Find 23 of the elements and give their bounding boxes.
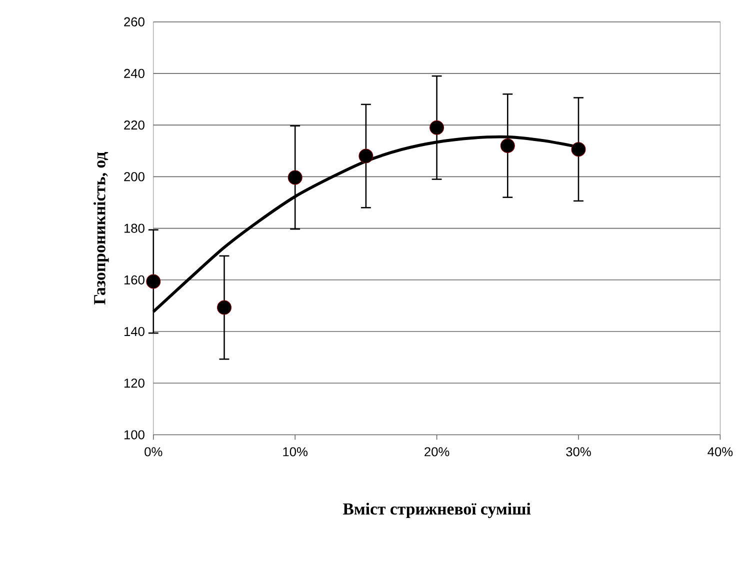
x-tick-label: 20% [424,447,450,456]
x-tick-label: 30% [566,447,591,456]
point [358,148,374,164]
y-tick-label: 200 [124,172,144,182]
y-tick-label: 160 [124,275,144,285]
x-tick-label: 10% [283,447,308,456]
x-tick-label: 40% [708,447,733,456]
y-tick-label: 100 [124,430,144,440]
point [288,170,302,185]
y-axis-title: Газопроникність, од [94,152,109,305]
point [500,138,515,154]
y-tick-label: 180 [124,224,144,233]
point [430,120,444,135]
point [571,142,586,157]
y-tick-label: 260 [124,17,144,26]
x-axis-title: Вміст стрижневої суміші [342,502,531,518]
y-tick-label: 220 [124,120,144,130]
y-tick-label: 120 [124,378,144,388]
x-tick-label: 0% [144,447,162,456]
point [217,300,232,315]
y-tick-label: 140 [124,327,144,336]
point [146,274,161,289]
y-tick-label: 240 [124,68,144,78]
